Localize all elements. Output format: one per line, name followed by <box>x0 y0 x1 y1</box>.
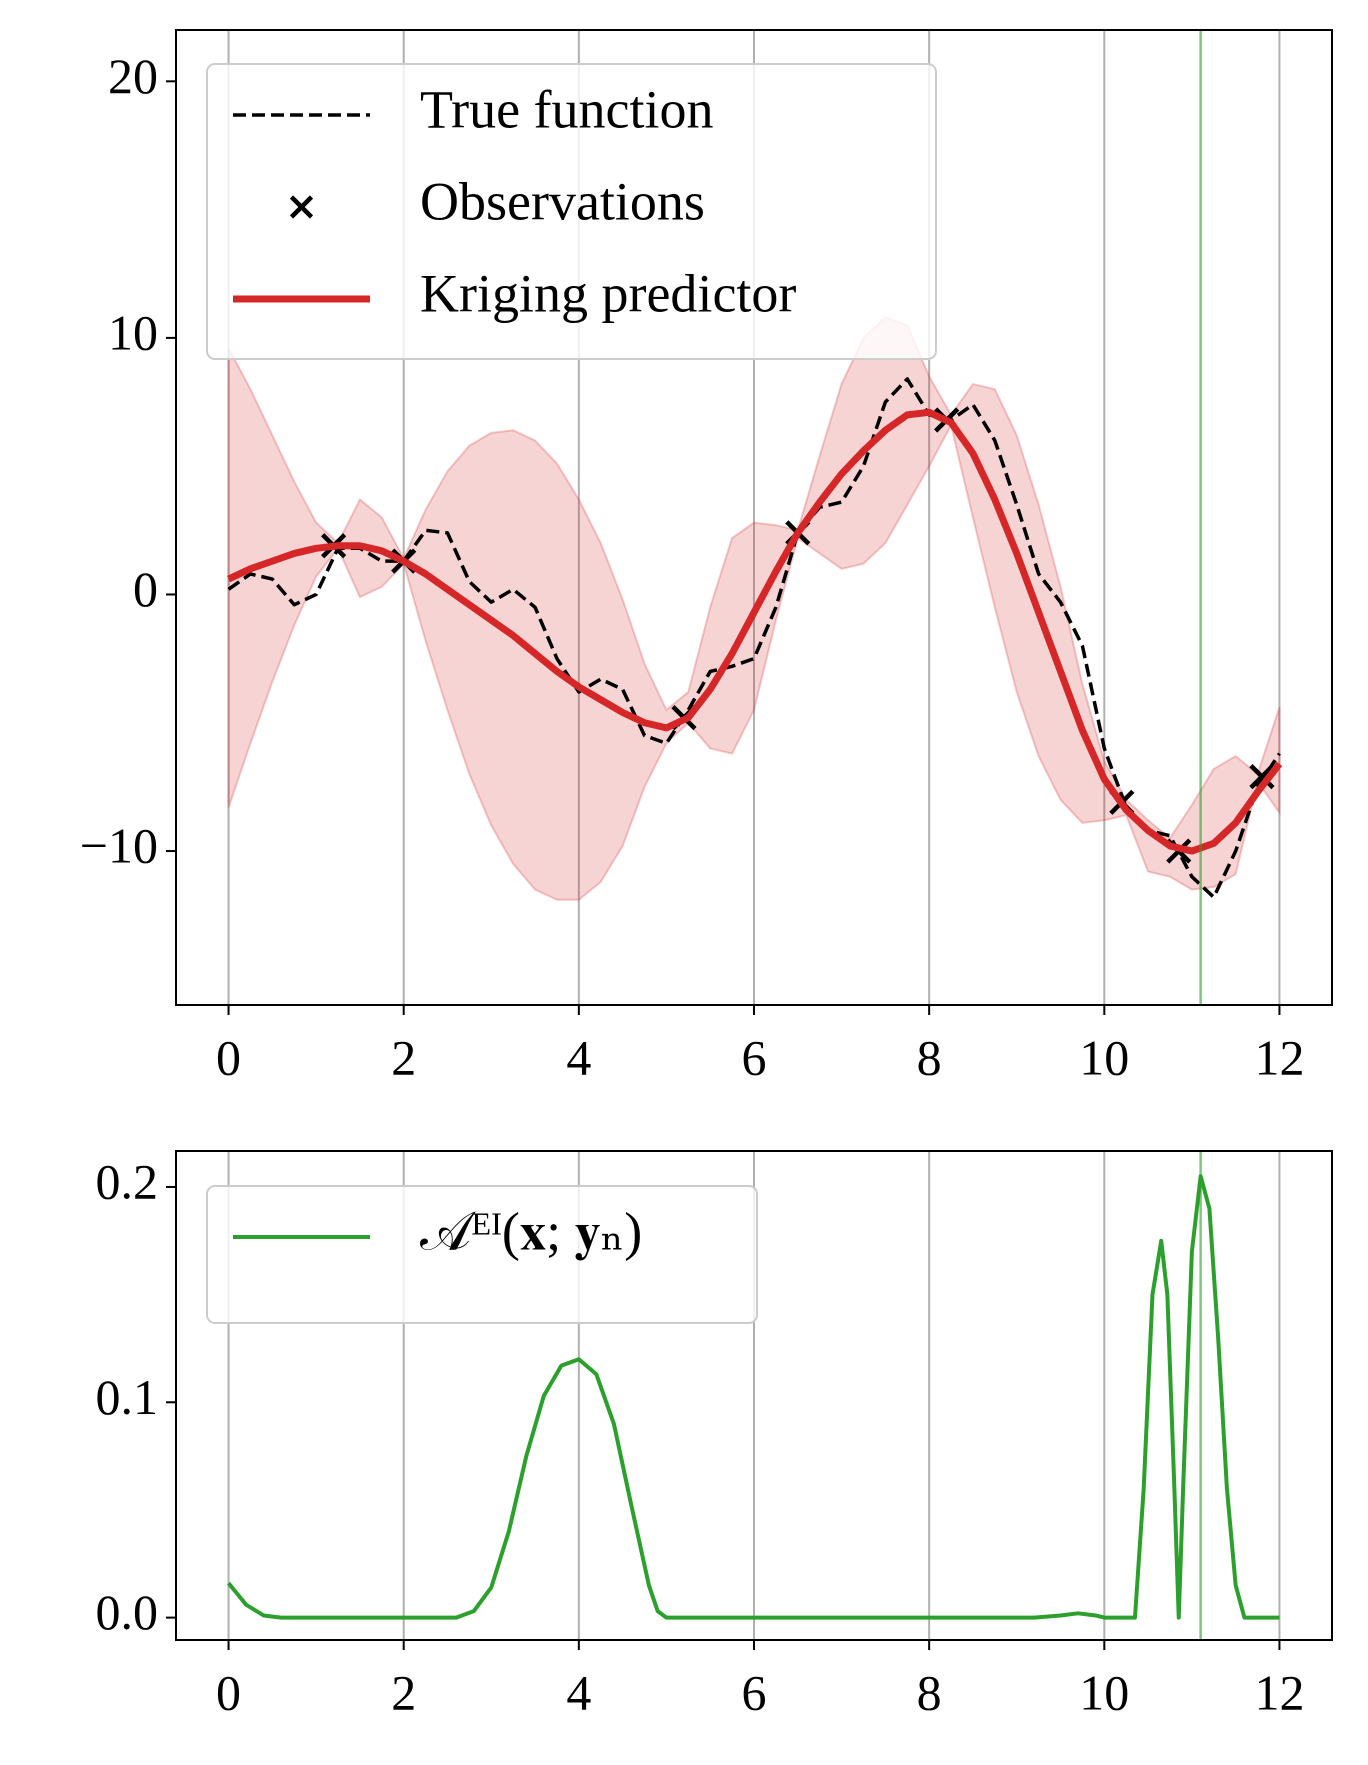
y-tick-label: 20 <box>108 48 158 104</box>
x-tick-label: 0 <box>216 1029 241 1085</box>
legend-box <box>206 63 937 360</box>
legend-box <box>206 1185 758 1324</box>
x-tick-label: 12 <box>1254 1664 1304 1720</box>
chart: 0 2 4 6 8 10 12 −10 0 10 20 True function Observatio… <box>80 29 1333 1085</box>
x-tick-label: 10 <box>1079 1029 1129 1085</box>
axes-frame <box>175 29 1333 1006</box>
x-tick-label: 8 <box>917 1664 942 1720</box>
legend-label: 𝒜ᴱᴵ(𝐱; 𝐲ₙ) <box>420 1201 642 1261</box>
y-tick-label: 10 <box>108 304 158 360</box>
legend-label: True function <box>420 79 714 139</box>
y-tick-label: −10 <box>80 818 158 874</box>
chart: 0 2 4 6 8 10 12 0.0 0.1 0.2 𝒜ᴱᴵ(𝐱; 𝐲ₙ) <box>96 1150 1333 1720</box>
series-line <box>226 1174 1280 1620</box>
series-line <box>227 377 1281 899</box>
legend-label: Kriging predictor <box>420 263 796 323</box>
x-tick-label: 8 <box>917 1029 942 1085</box>
x-tick-label: 10 <box>1079 1664 1129 1720</box>
legend-label: Observations <box>420 171 705 231</box>
legend: True function Observations Kriging predict… <box>206 63 937 360</box>
x-tick-label: 4 <box>566 1664 591 1720</box>
x-tick-label: 2 <box>391 1664 416 1720</box>
y-tick-label: 0 <box>133 561 158 617</box>
y-tick-label: 0.2 <box>96 1153 159 1209</box>
observation <box>1249 764 1275 790</box>
y-tick-label: 0.0 <box>96 1584 159 1640</box>
legend: 𝒜ᴱᴵ(𝐱; 𝐲ₙ) <box>206 1185 758 1324</box>
x-tick-label: 12 <box>1254 1029 1304 1085</box>
x-tick-label: 0 <box>216 1664 241 1720</box>
legend-marker <box>289 195 314 219</box>
x-tick-label: 2 <box>391 1029 416 1085</box>
x-tick-label: 6 <box>742 1029 767 1085</box>
axes-frame <box>175 1150 1333 1641</box>
y-tick-label: 0.1 <box>96 1369 159 1425</box>
series-line <box>227 408 1283 855</box>
x-tick-label: 6 <box>742 1664 767 1720</box>
x-tick-label: 4 <box>566 1029 591 1085</box>
